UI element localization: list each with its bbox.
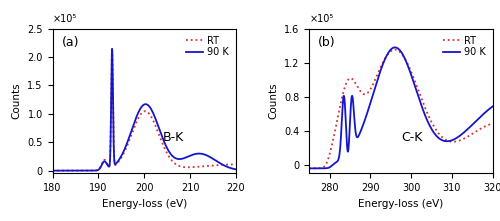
RT [378,65,384,68]
90 K [109,48,115,50]
Text: C-K: C-K [401,131,422,144]
Line: RT: RT [309,50,496,168]
Text: ×10⁵: ×10⁵ [52,14,77,24]
Line: 90 K: 90 K [309,47,496,168]
90 K [490,105,496,107]
Text: (b): (b) [318,36,336,49]
RT [109,49,115,52]
RT [392,48,398,51]
Line: 90 K: 90 K [52,49,236,171]
RT [494,121,500,124]
90 K [378,68,384,70]
X-axis label: Energy-loss (eV): Energy-loss (eV) [102,199,187,209]
90 K [338,122,344,125]
90 K [50,169,56,172]
90 K [120,152,126,154]
RT [128,135,134,138]
RT [210,164,216,167]
90 K [210,157,216,160]
RT [50,169,56,172]
90 K [230,167,235,170]
RT [82,169,87,172]
90 K [128,131,134,134]
Line: RT: RT [52,50,236,171]
RT [120,154,126,156]
Legend: RT, 90 K: RT, 90 K [440,34,488,59]
RT [233,163,239,166]
Text: B-K: B-K [162,131,184,144]
90 K [386,50,392,53]
90 K [328,165,334,168]
Text: (a): (a) [62,36,79,49]
RT [386,51,392,54]
RT [338,98,344,101]
Y-axis label: Counts: Counts [12,83,22,119]
90 K [306,167,312,170]
90 K [392,46,398,49]
RT [306,167,312,170]
RT [230,163,235,166]
90 K [233,168,239,171]
Y-axis label: Counts: Counts [268,83,278,119]
X-axis label: Energy-loss (eV): Energy-loss (eV) [358,199,444,209]
RT [70,169,76,172]
RT [470,132,476,135]
90 K [494,102,500,105]
90 K [470,123,476,126]
90 K [82,169,87,172]
RT [490,122,496,125]
90 K [70,169,76,172]
RT [328,149,334,152]
Legend: RT, 90 K: RT, 90 K [184,34,231,59]
Text: ×10⁵: ×10⁵ [309,14,334,24]
